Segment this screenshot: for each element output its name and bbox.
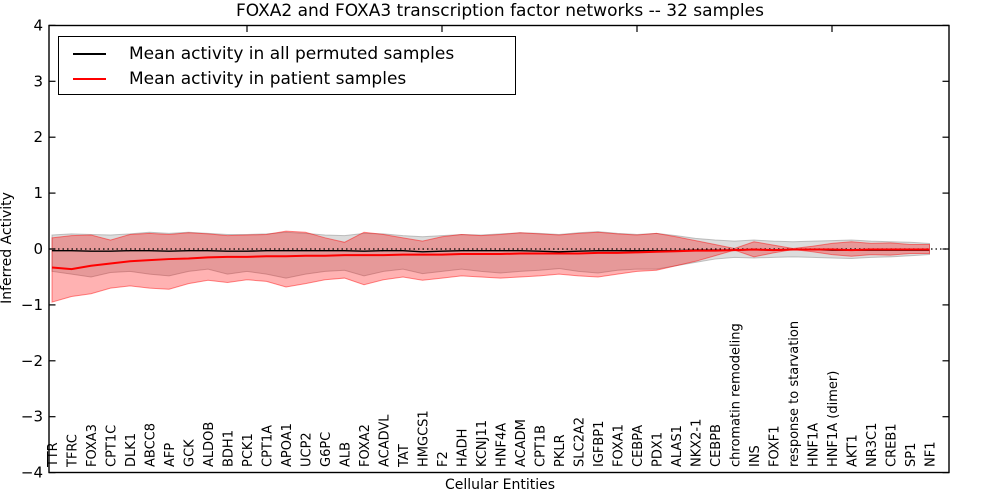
x-tick-label: AFP: [163, 443, 178, 467]
series-line-patient-mean: [51, 248, 930, 271]
x-tick-label: F2: [436, 451, 451, 467]
y-tick-label: −3: [21, 408, 43, 426]
x-tick-label: CEBPA: [631, 425, 646, 467]
x-tick-label: CPT1C: [105, 425, 120, 467]
x-tick-label: CREB1: [885, 423, 900, 467]
x-tick-label: ALB: [339, 442, 354, 467]
x-tick-label: HADH: [456, 429, 471, 467]
x-tick-label: SLC2A2: [573, 417, 588, 467]
x-tick-label: G6PC: [319, 432, 334, 467]
x-tick-label: PKLR: [553, 434, 568, 467]
y-tick-label: 1: [33, 184, 43, 202]
legend-line-sample-patient: [73, 77, 106, 80]
x-tick-label: PCK1: [241, 433, 256, 467]
x-tick-label: CPT1A: [261, 425, 276, 467]
legend: Mean activity in all permuted samples Me…: [58, 36, 516, 95]
x-tick-label: BDH1: [222, 430, 237, 467]
legend-item-patient: Mean activity in patient samples: [59, 66, 515, 91]
x-tick-label: NR3C1: [865, 423, 880, 467]
chart-title: FOXA2 and FOXA3 transcription factor net…: [236, 1, 764, 21]
y-tick-label: −1: [21, 296, 43, 314]
y-axis-label: Inferred Activity: [0, 192, 15, 304]
x-tick-label: FOXA1: [612, 424, 627, 467]
x-tick-label: CEBPB: [709, 424, 724, 467]
x-tick-label: ACADVL: [378, 414, 393, 467]
y-tick-label: −4: [21, 464, 43, 482]
confidence-band-patient: [51, 230, 930, 303]
x-tick-label: AKT1: [846, 434, 861, 467]
legend-label-permuted: Mean activity in all permuted samples: [129, 43, 455, 64]
x-tick-label: FOXF1: [768, 425, 783, 467]
y-tick-label: 2: [33, 128, 43, 146]
x-tick-label: FOXA3: [85, 424, 100, 467]
y-tick-label: −2: [21, 352, 43, 370]
y-tick-label: 3: [33, 72, 43, 90]
x-tick-label: FOXA2: [358, 424, 373, 467]
x-tick-label: ABCC8: [144, 423, 159, 467]
x-tick-label: TTR: [46, 442, 61, 468]
x-tick-label: GCK: [183, 439, 198, 467]
y-tick-label: 0: [33, 240, 43, 258]
x-tick-label: response to starvation: [787, 321, 802, 467]
legend-line-sample-permuted: [73, 52, 106, 55]
x-tick-label: HNF1A: [807, 423, 822, 467]
x-tick-label: INS: [748, 445, 763, 467]
x-tick-label: ALAS1: [670, 425, 685, 467]
legend-label-patient: Mean activity in patient samples: [129, 68, 407, 89]
x-tick-label: HNF1A (dimer): [826, 371, 841, 467]
x-tick-label: TFRC: [66, 434, 81, 468]
x-tick-label: APOA1: [280, 423, 295, 467]
x-tick-label: HMGCS1: [417, 410, 432, 467]
x-tick-label: ACADM: [514, 419, 529, 467]
y-tick-label: 4: [33, 16, 43, 34]
x-tick-label: DLK1: [124, 433, 139, 467]
x-tick-label: NF1: [924, 442, 939, 467]
x-tick-label: IGFBP1: [592, 421, 607, 467]
x-tick-label: KCNJ11: [475, 420, 490, 467]
x-tick-label: SP1: [904, 443, 919, 467]
x-tick-label: UCP2: [300, 432, 315, 467]
x-tick-label: NKX2-1: [690, 419, 705, 467]
x-tick-label: CPT1B: [534, 425, 549, 467]
x-tick-label: PDX1: [651, 432, 666, 467]
x-tick-label: ALDOB: [202, 422, 217, 467]
x-tick-label: TAT: [397, 444, 412, 468]
x-axis-label: Cellular Entities: [444, 477, 556, 493]
x-tick-label: HNF4A: [495, 423, 510, 467]
x-tick-label: chromatin remodeling: [729, 323, 744, 467]
legend-item-permuted: Mean activity in all permuted samples: [59, 41, 515, 66]
